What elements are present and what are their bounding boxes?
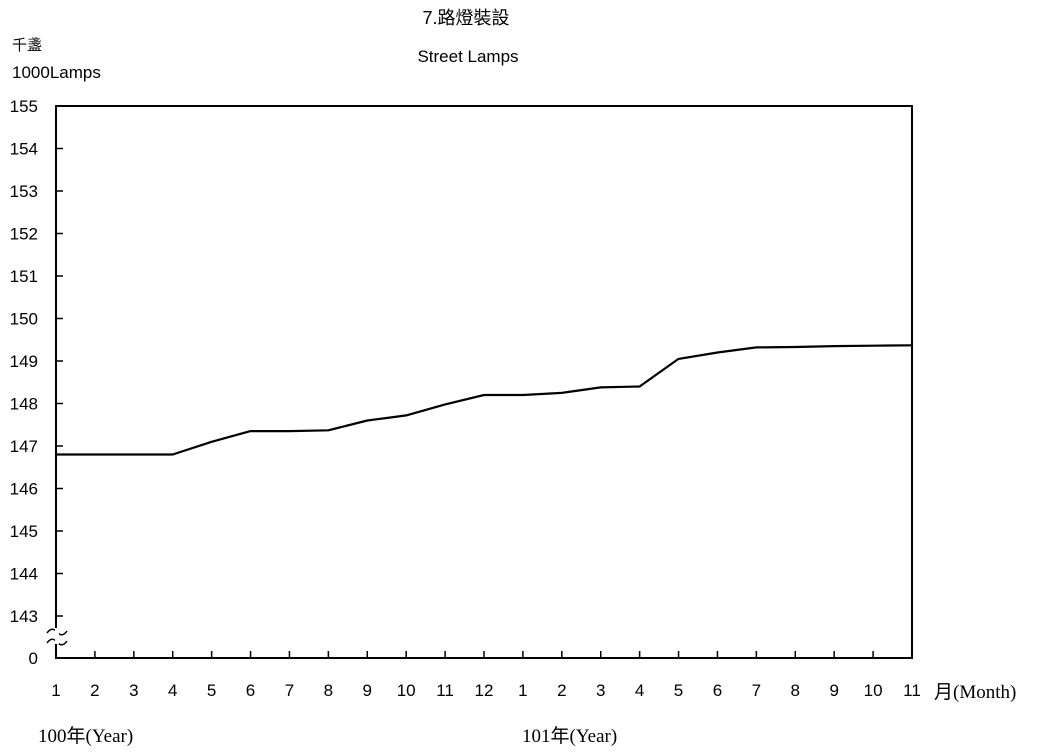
x-axis-ticks: 1 2 3 4 5 6 7 8 9 10 11 12 1 2 3 4 5 6 7 8 9 10 11 [51,651,921,700]
y-tick-label: 143 [10,607,38,626]
y-tick-label: 147 [10,437,38,456]
y-tick-label: 145 [10,522,38,541]
x-tick-label: 10 [864,681,883,700]
y-axis-unit-chinese: 千盞 [12,37,42,54]
x-tick-label: 2 [90,681,99,700]
y-tick-label: 146 [10,480,38,499]
x-tick-label: 10 [397,681,416,700]
x-tick-label: 4 [635,681,644,700]
x-axis-label: 月(Month) [934,682,1016,703]
y-tick-label: 144 [10,565,38,584]
x-tick-label: 11 [903,681,921,700]
year-label-100: 100年(Year) [38,725,133,747]
y-axis-ticks: 155 154 153 152 151 150 149 148 147 146 145 144 143 [10,97,63,626]
chart-subtitle: Street Lamps [417,47,518,66]
x-tick-label: 4 [168,681,177,700]
y-tick-label: 150 [10,310,38,329]
x-tick-label: 1 [518,681,527,700]
series-line [56,344,913,456]
y-tick-label: 152 [10,225,38,244]
y-axis-unit-english: 1000Lamps [12,63,101,82]
x-tick-label: 9 [829,681,838,700]
y-tick-label: 148 [10,395,38,414]
x-tick-label: 7 [285,681,294,700]
y-axis-zero-label: 0 [29,649,38,668]
x-tick-label: 1 [51,681,60,700]
x-tick-label: 5 [207,681,216,700]
year-label-101: 101年(Year) [522,725,617,747]
x-tick-label: 11 [436,681,454,700]
chart-title: 7.路燈裝設 [422,8,509,28]
x-tick-label: 6 [713,681,722,700]
x-tick-label: 8 [791,681,800,700]
x-tick-label: 7 [752,681,761,700]
y-tick-label: 151 [10,267,38,286]
x-tick-label: 3 [129,681,138,700]
plot-frame [55,105,913,659]
x-tick-label: 3 [596,681,605,700]
x-tick-label: 6 [246,681,255,700]
x-tick-label: 8 [324,681,333,700]
x-tick-label: 9 [363,681,372,700]
y-tick-label: 153 [10,182,38,201]
x-tick-label: 2 [557,681,566,700]
x-tick-label: 5 [674,681,683,700]
x-tick-label: 12 [475,681,494,700]
y-tick-label: 149 [10,352,38,371]
y-tick-label: 154 [10,140,38,159]
y-tick-label: 155 [10,97,38,116]
